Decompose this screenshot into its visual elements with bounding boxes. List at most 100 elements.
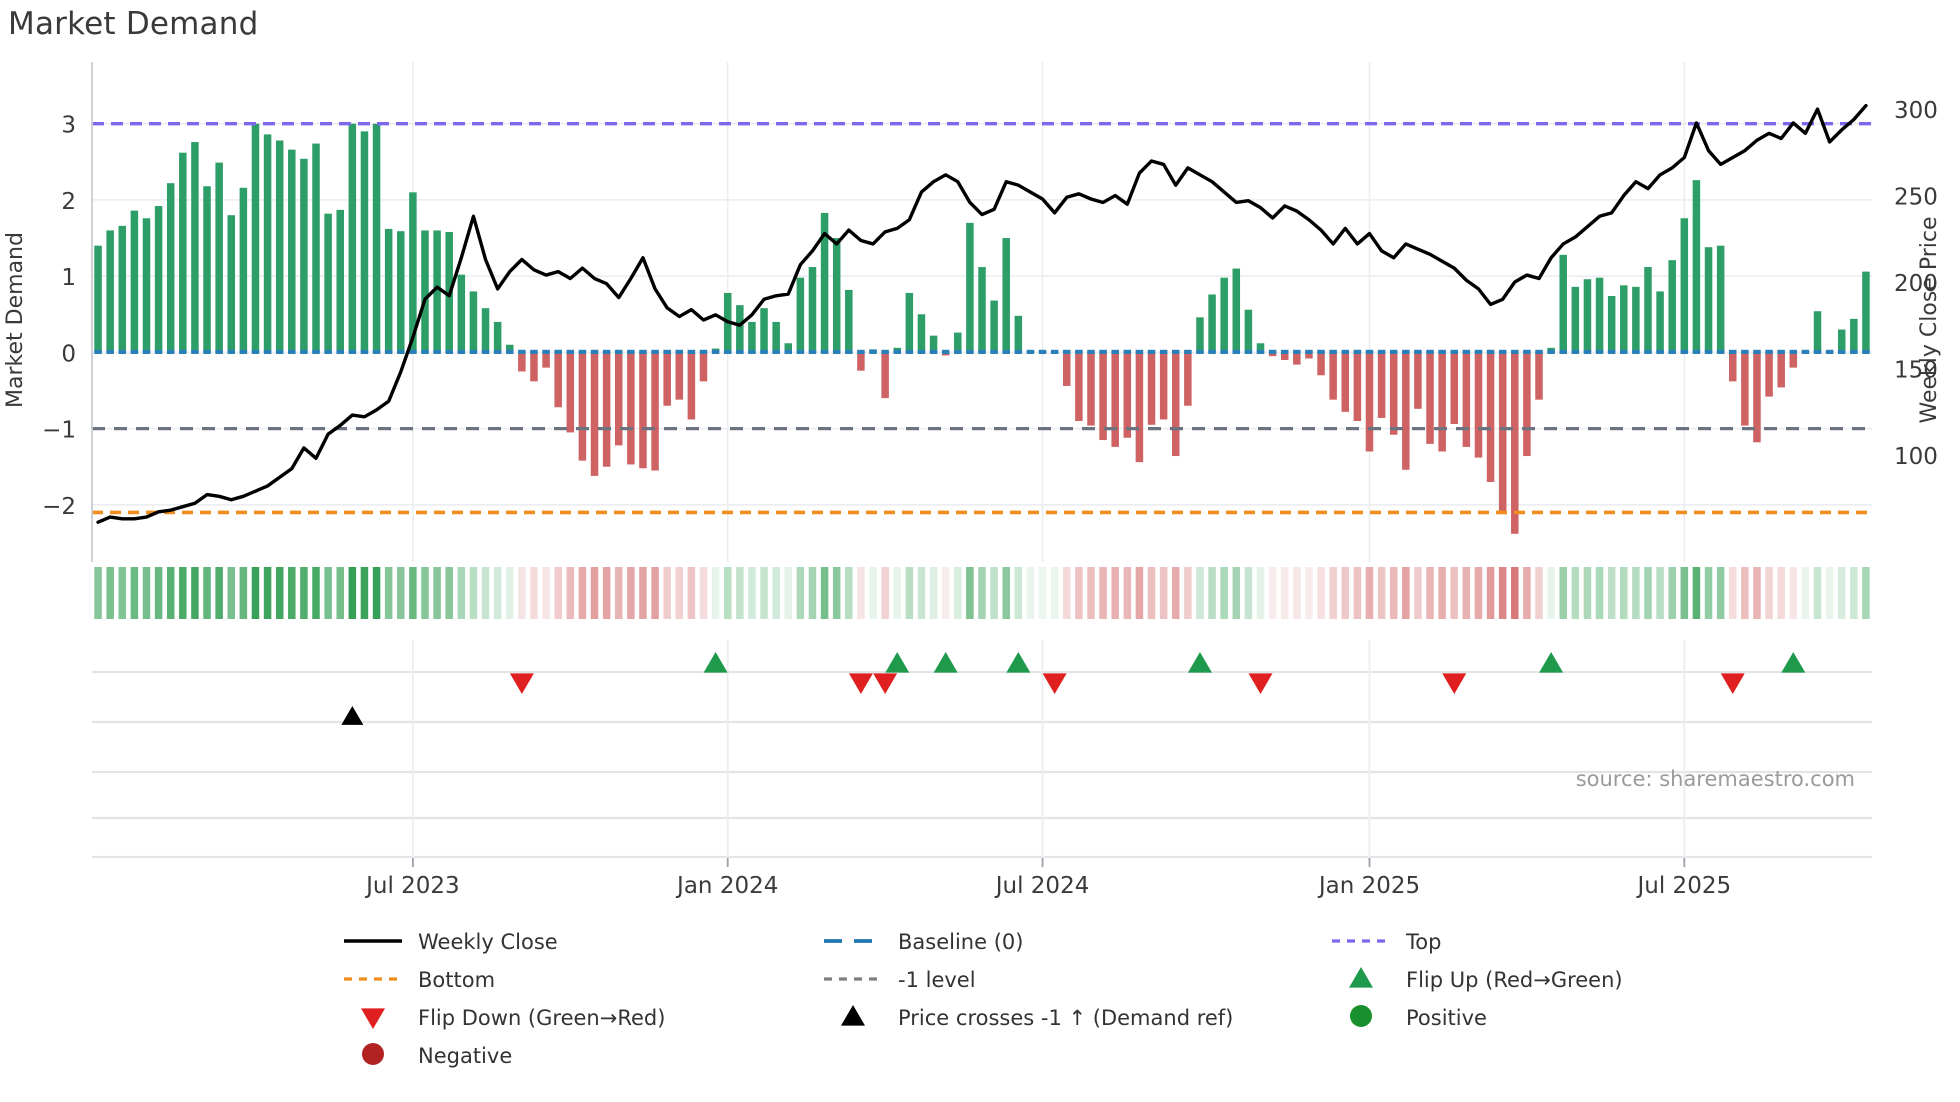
- bar: [1353, 352, 1362, 421]
- baseline-tick: [1123, 349, 1132, 354]
- baseline-tick: [1099, 349, 1107, 354]
- bar: [1523, 352, 1531, 457]
- heat-cell: [1426, 567, 1434, 619]
- baseline-tick: [1474, 349, 1483, 354]
- baseline-tick: [881, 349, 889, 354]
- heat-cell: [360, 567, 369, 619]
- flip-up-marker: [1781, 652, 1806, 673]
- heat-cell: [506, 567, 514, 619]
- heat-cell: [663, 567, 671, 619]
- bar: [251, 123, 260, 353]
- heat-cell: [941, 567, 950, 619]
- heat-cell: [687, 567, 696, 619]
- bar: [639, 352, 647, 469]
- baseline-tick: [336, 349, 344, 354]
- bar: [130, 210, 139, 353]
- baseline-tick: [1196, 349, 1204, 354]
- heat-cell: [1014, 567, 1023, 619]
- bar: [384, 228, 393, 353]
- baseline-tick: [1450, 349, 1458, 354]
- baseline-tick: [203, 349, 211, 354]
- baseline-tick: [1317, 349, 1325, 354]
- baseline-tick: [1498, 349, 1507, 354]
- legend-item: Bottom: [344, 968, 495, 992]
- baseline-tick: [457, 349, 466, 354]
- baseline-tick: [1595, 349, 1604, 354]
- bar: [469, 291, 478, 353]
- heat-cell: [893, 567, 901, 619]
- baseline-tick: [1668, 349, 1676, 354]
- right-tick-label: 250: [1894, 185, 1938, 211]
- bar: [1862, 271, 1870, 353]
- baseline-tick: [1305, 349, 1313, 354]
- baseline-tick: [687, 349, 696, 354]
- baseline-tick: [1571, 349, 1580, 354]
- heat-cell: [179, 567, 187, 619]
- baseline-tick: [1559, 349, 1567, 354]
- bar: [288, 149, 296, 353]
- demand-bars: [94, 123, 1870, 534]
- bar: [203, 186, 211, 353]
- heat-cell: [348, 567, 357, 619]
- bar: [578, 352, 587, 461]
- heat-cell: [1680, 567, 1689, 619]
- legend-label: -1 level: [898, 968, 976, 992]
- bar: [796, 277, 805, 353]
- legend-item: Negative: [362, 1043, 512, 1068]
- bar: [1426, 352, 1434, 444]
- bar: [360, 131, 369, 353]
- bar: [1595, 277, 1604, 353]
- baseline-tick: [1135, 349, 1144, 354]
- baseline-tick: [554, 349, 562, 354]
- heat-cell: [614, 567, 623, 619]
- bar: [1753, 352, 1761, 443]
- heat-cell: [699, 567, 708, 619]
- heat-cell: [94, 567, 102, 619]
- flip-down-marker: [873, 673, 898, 694]
- heat-cell: [1474, 567, 1483, 619]
- bar: [409, 192, 417, 353]
- baseline-tick: [796, 349, 805, 354]
- bar: [966, 222, 974, 353]
- baseline-tick: [1329, 349, 1337, 354]
- baseline-tick: [493, 349, 502, 354]
- bar: [518, 352, 526, 372]
- heat-cell: [142, 567, 151, 619]
- bar: [372, 123, 381, 353]
- baseline-tick: [1825, 349, 1834, 354]
- bar: [748, 321, 756, 353]
- bar: [832, 238, 841, 353]
- heat-cell: [1171, 567, 1180, 619]
- left-tick-label: 0: [61, 341, 76, 367]
- baseline-tick: [312, 349, 320, 354]
- baseline-tick: [1850, 349, 1858, 354]
- bar: [118, 225, 127, 353]
- baseline-tick: [602, 349, 611, 354]
- heat-cell: [469, 567, 478, 619]
- bar: [651, 352, 659, 471]
- bar: [1256, 343, 1265, 353]
- heat-cell: [106, 567, 114, 619]
- baseline-tick: [1075, 349, 1083, 354]
- heat-cell: [154, 567, 163, 619]
- heat-cell: [857, 567, 865, 619]
- heat-cell: [1087, 567, 1095, 619]
- bar: [1280, 352, 1289, 361]
- bar: [675, 352, 684, 400]
- heat-cell: [263, 567, 272, 619]
- heat-cell: [711, 567, 720, 619]
- bar: [1511, 352, 1519, 534]
- bar: [1559, 254, 1567, 353]
- heat-cell: [300, 567, 308, 619]
- x-axis: Jul 2023 Jan 2024 Jul 2024 Jan 2025 Jul 2025: [364, 858, 1731, 899]
- bar: [1728, 352, 1737, 382]
- heat-cell: [929, 567, 938, 619]
- baseline-tick: [397, 349, 405, 354]
- bar: [1014, 315, 1023, 353]
- bar: [1571, 286, 1580, 353]
- baseline-tick: [1377, 349, 1386, 354]
- bar: [1220, 277, 1228, 353]
- heat-cell: [1607, 567, 1616, 619]
- bar: [154, 206, 163, 353]
- bar: [1063, 352, 1071, 386]
